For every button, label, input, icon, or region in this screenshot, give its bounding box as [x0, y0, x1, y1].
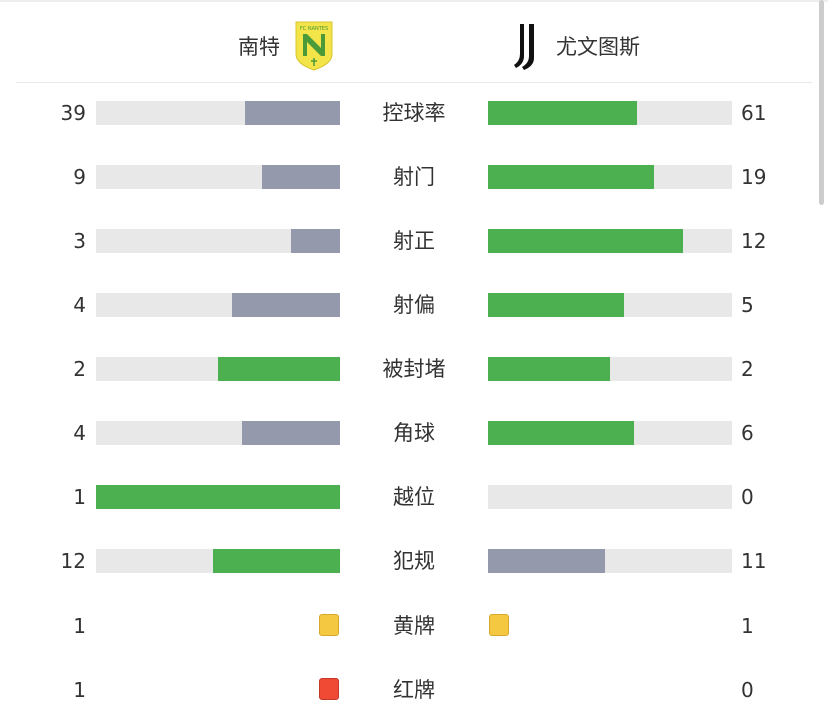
home-value: 3 — [73, 229, 86, 253]
home-bar — [96, 293, 340, 317]
stat-label: 红牌 — [393, 678, 435, 702]
away-bar — [488, 165, 732, 189]
away-bar-fill — [488, 293, 624, 317]
stat-row: 12 犯规 11 — [0, 549, 828, 573]
away-value: 11 — [741, 549, 767, 573]
stat-row: 1 越位 0 — [0, 485, 828, 509]
top-divider — [0, 0, 828, 2]
home-bar — [96, 357, 340, 381]
away-bar — [488, 229, 732, 253]
home-value: 12 — [60, 549, 86, 573]
stat-label: 射门 — [393, 165, 435, 189]
away-value: 5 — [741, 293, 754, 317]
away-value: 0 — [741, 678, 754, 702]
stat-label: 越位 — [393, 485, 435, 509]
away-team-name: 尤文图斯 — [556, 35, 640, 59]
home-value: 1 — [73, 485, 86, 509]
home-bar-fill — [96, 485, 340, 509]
home-value: 39 — [60, 101, 86, 125]
card-row: 1 黄牌 1 — [0, 614, 828, 638]
away-bar — [488, 293, 732, 317]
nantes-logo-icon: FC NANTES — [295, 21, 333, 71]
away-value: 1 — [741, 614, 754, 638]
away-bar — [488, 357, 732, 381]
home-bar — [96, 165, 340, 189]
away-value: 12 — [741, 229, 767, 253]
away-bar-fill — [488, 101, 637, 125]
home-bar — [96, 101, 340, 125]
match-header: 南特 FC NANTES 尤文图斯 — [16, 0, 812, 83]
home-value: 1 — [73, 614, 86, 638]
home-value: 1 — [73, 678, 86, 702]
stat-label: 黄牌 — [393, 614, 435, 638]
away-value: 2 — [741, 357, 754, 381]
home-bar-fill — [218, 357, 340, 381]
home-value: 4 — [73, 421, 86, 445]
away-value: 61 — [741, 101, 767, 125]
red-card-icon — [319, 678, 339, 700]
away-value: 6 — [741, 421, 754, 445]
svg-text:FC NANTES: FC NANTES — [300, 26, 328, 32]
away-bar — [488, 101, 732, 125]
home-bar — [96, 485, 340, 509]
home-bar-fill — [212, 549, 340, 573]
away-bar — [488, 485, 732, 509]
away-bar-fill — [488, 549, 605, 573]
card-row: 1 红牌 0 — [0, 678, 828, 702]
home-team[interactable]: 南特 FC NANTES — [238, 21, 334, 71]
away-bar-fill — [488, 421, 635, 445]
away-bar — [488, 421, 732, 445]
home-bar-fill — [261, 165, 340, 189]
home-bar-fill — [242, 421, 340, 445]
stat-label: 射正 — [393, 229, 435, 253]
away-bar — [488, 549, 732, 573]
home-bar-fill — [244, 101, 340, 125]
stat-row: 2 被封堵 2 — [0, 357, 828, 381]
stat-label: 射偏 — [393, 293, 435, 317]
home-value: 9 — [73, 165, 86, 189]
stat-row: 39 控球率 61 — [0, 101, 828, 125]
yellow-card-icon — [489, 614, 509, 636]
scrollbar[interactable] — [819, 0, 824, 205]
home-bar — [96, 229, 340, 253]
away-team[interactable]: 尤文图斯 — [510, 24, 640, 70]
home-bar — [96, 421, 340, 445]
home-value: 4 — [73, 293, 86, 317]
stat-label: 角球 — [393, 421, 435, 445]
home-team-name: 南特 — [238, 35, 280, 59]
stat-label: 被封堵 — [382, 357, 446, 381]
home-bar — [96, 549, 340, 573]
stat-row: 9 射门 19 — [0, 165, 828, 189]
stat-row: 4 射偏 5 — [0, 293, 828, 317]
home-value: 2 — [73, 357, 86, 381]
away-bar-fill — [488, 165, 654, 189]
juventus-logo-icon — [514, 24, 534, 70]
stat-row: 4 角球 6 — [0, 421, 828, 445]
away-bar-fill — [488, 229, 684, 253]
stat-label: 犯规 — [393, 549, 435, 573]
stat-label: 控球率 — [382, 101, 446, 125]
home-bar-fill — [231, 293, 340, 317]
away-bar-fill — [488, 357, 610, 381]
away-value: 19 — [741, 165, 767, 189]
stat-row: 3 射正 12 — [0, 229, 828, 253]
yellow-card-icon — [319, 614, 339, 636]
home-bar-fill — [291, 229, 340, 253]
away-value: 0 — [741, 485, 754, 509]
